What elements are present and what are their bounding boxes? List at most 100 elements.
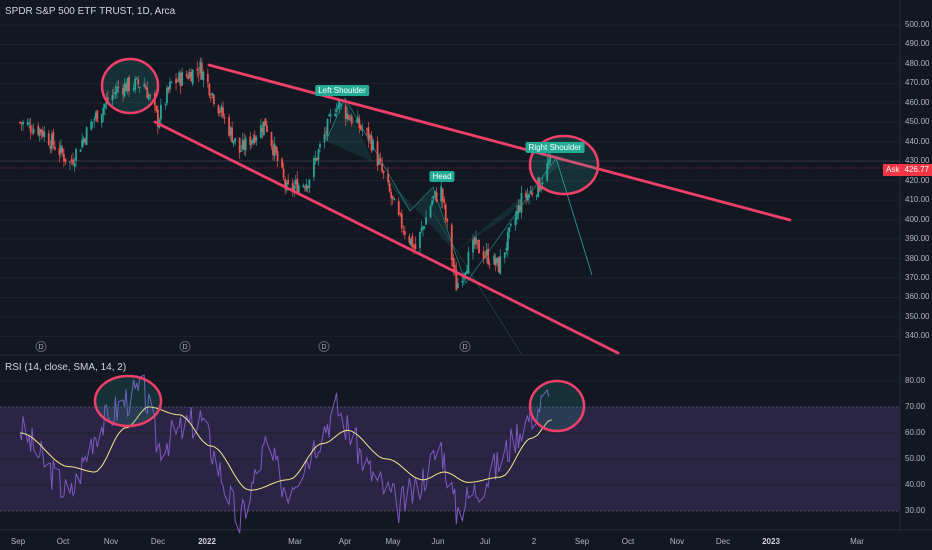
price-axis-tick: 400.00	[905, 214, 930, 224]
candle-body	[305, 184, 308, 191]
candle-body	[185, 74, 188, 76]
candle-body	[441, 188, 444, 202]
time-axis-tick: May	[385, 537, 401, 546]
candle-body	[64, 158, 67, 163]
candle-body	[294, 180, 297, 185]
candle-body	[402, 231, 405, 233]
candle-body	[263, 121, 265, 136]
candle-body	[19, 121, 21, 123]
candle-body	[488, 263, 491, 265]
candle-body	[187, 75, 190, 79]
candle-body	[253, 135, 256, 144]
candle-body	[472, 239, 474, 253]
candle-body	[106, 97, 109, 102]
candle-body	[264, 118, 267, 126]
candle-body	[461, 280, 464, 283]
rsi-highlight-ellipse-left[interactable]	[93, 374, 163, 428]
time-axis-tick: Oct	[56, 537, 70, 546]
candle-body	[346, 113, 349, 119]
candle-body	[450, 224, 453, 260]
candle-body	[238, 137, 241, 153]
candle-body	[367, 126, 370, 141]
candle-body	[82, 138, 85, 143]
candle-body	[202, 71, 205, 81]
candle-body	[287, 179, 290, 184]
candle-body	[361, 129, 364, 131]
candle-body	[509, 223, 512, 226]
candle-body	[191, 69, 194, 84]
candle-body	[335, 109, 338, 112]
candle-body	[329, 114, 332, 117]
candle-body	[250, 140, 253, 145]
ask-value: 426.77	[904, 165, 929, 174]
right-shoulder-label[interactable]: Right Shoulder	[525, 142, 585, 153]
candle-body	[328, 114, 330, 117]
candle-body	[181, 72, 184, 86]
candle-body	[452, 257, 455, 268]
price-axis-tick: 480.00	[905, 58, 930, 68]
rsi-indicator-label[interactable]: RSI (14, close, SMA, 14, 2)	[5, 362, 127, 373]
candle-body	[382, 170, 385, 174]
candle-body	[134, 78, 137, 91]
candle-body	[211, 93, 214, 96]
price-axis-tick: 380.00	[905, 253, 930, 263]
candle-body	[96, 110, 99, 122]
rsi-highlight-ellipse-right[interactable]	[528, 379, 586, 433]
candle-body	[546, 163, 549, 181]
dividend-marker[interactable]: D	[318, 341, 330, 352]
candle-body	[340, 104, 343, 106]
candle-body	[444, 204, 447, 220]
head-label[interactable]: Head	[429, 171, 455, 182]
candle-body	[219, 111, 221, 113]
time-axis-tick: Dec	[715, 537, 731, 546]
candle-body	[149, 95, 152, 97]
candle-body	[223, 117, 226, 119]
candle-body	[414, 243, 417, 250]
candle-body	[281, 158, 283, 168]
candle-body	[282, 168, 285, 178]
left-shoulder-label[interactable]: Left Shoulder	[315, 85, 369, 96]
candle-body	[196, 68, 199, 71]
candle-body	[128, 76, 130, 92]
time-axis-tick: 2022	[198, 537, 216, 546]
candle-body	[261, 127, 264, 133]
candle-body	[276, 151, 279, 162]
candle-body	[379, 158, 382, 162]
candle-body	[306, 186, 309, 189]
candle-body	[443, 199, 446, 203]
candle-body	[549, 157, 552, 162]
candle-body	[503, 252, 506, 259]
candle-body	[316, 157, 318, 161]
candle-body	[487, 248, 490, 265]
dividend-marker[interactable]: D	[459, 341, 471, 352]
time-axis-tick: Oct	[621, 537, 635, 546]
chart-title[interactable]: SPDR S&P 500 ETF TRUST, 1D, Arca	[5, 6, 176, 17]
candle-body	[37, 125, 40, 135]
candle-body	[126, 77, 129, 92]
candle-body	[403, 231, 406, 235]
dividend-marker[interactable]: D	[35, 341, 47, 352]
time-axis-tick: Apr	[338, 537, 352, 546]
candle-body	[519, 205, 521, 211]
candle-body	[132, 88, 135, 90]
candle-body	[22, 121, 24, 125]
candle-body	[397, 201, 400, 215]
candle-body	[208, 83, 211, 96]
descending-channel[interactable]	[153, 63, 792, 355]
candle-body	[144, 85, 147, 90]
price-axis-tick: 500.00	[905, 20, 930, 29]
candle-body	[390, 192, 393, 199]
candle-body	[40, 129, 43, 133]
highlight-ellipse-top[interactable]	[100, 57, 160, 115]
candle-body	[117, 86, 120, 88]
candle-body	[535, 195, 538, 197]
candle-body	[275, 146, 277, 153]
candle-body	[326, 119, 329, 137]
candle-body	[411, 236, 414, 248]
candle-body	[28, 122, 30, 125]
dividend-marker[interactable]: D	[179, 341, 191, 352]
candle-body	[319, 144, 321, 148]
candle-body	[273, 143, 276, 157]
rsi-axis-tick: 70.00	[905, 402, 926, 411]
